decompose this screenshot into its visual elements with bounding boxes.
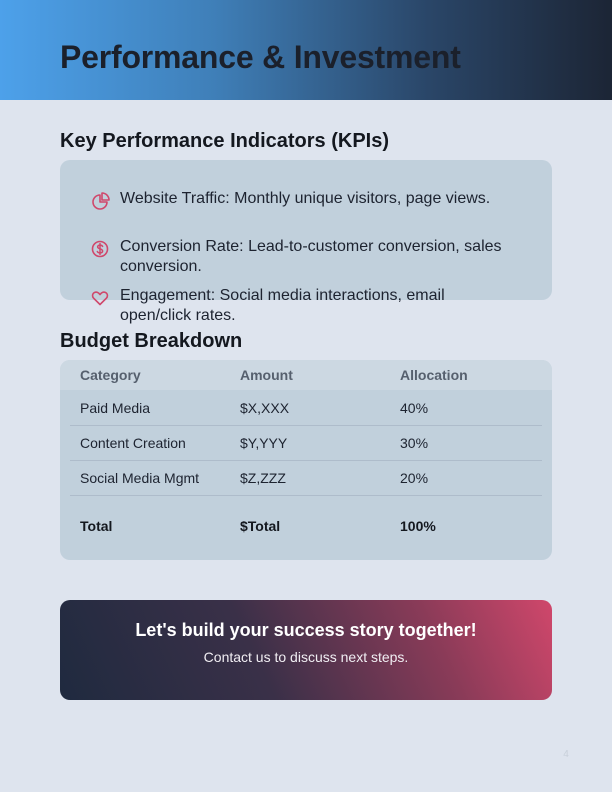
table-cell-allocation: 40% bbox=[400, 400, 429, 416]
dollar-circle-icon bbox=[90, 239, 110, 259]
kpi-item-conversion-rate: Conversion Rate: Lead-to-customer conver… bbox=[90, 237, 510, 276]
page-title: Performance & Investment bbox=[60, 39, 461, 75]
table-cell-allocation: 20% bbox=[400, 470, 429, 486]
table-header: Category Amount Allocation bbox=[60, 360, 552, 390]
kpi-item-engagement: Engagement: Social media interactions, e… bbox=[90, 286, 510, 325]
table-cell-amount: $X,XXX bbox=[240, 400, 290, 416]
kpi-item-text: Engagement: Social media interactions, e… bbox=[120, 287, 445, 324]
column-header-amount: Amount bbox=[240, 367, 293, 383]
kpi-section-title: Key Performance Indicators (KPIs) bbox=[60, 130, 389, 152]
table-cell-amount: $Y,YYY bbox=[240, 435, 288, 451]
total-allocation: 100% bbox=[400, 518, 436, 534]
table-cell-category: Paid Media bbox=[80, 400, 151, 416]
page-number: 4 bbox=[563, 749, 569, 760]
kpi-item-text: Website Traffic: Monthly unique visitors… bbox=[120, 190, 491, 207]
table-cell-category: Social Media Mgmt bbox=[80, 470, 200, 486]
heart-icon bbox=[90, 288, 110, 308]
total-label: Total bbox=[80, 518, 113, 534]
row-divider bbox=[70, 460, 542, 461]
total-amount: $Total bbox=[240, 518, 281, 534]
column-header-allocation: Allocation bbox=[400, 367, 468, 383]
cta-subtitle: Contact us to discuss next steps. bbox=[203, 649, 409, 665]
kpi-item-text: Conversion Rate: Lead-to-customer conver… bbox=[120, 238, 502, 275]
budget-table: Category Amount Allocation Paid Media $X… bbox=[60, 360, 552, 560]
pie-chart-icon bbox=[90, 191, 110, 211]
kpi-item-website-traffic: Website Traffic: Monthly unique visitors… bbox=[90, 189, 510, 211]
cta-title: Let's build your success story together! bbox=[135, 620, 477, 640]
table-cell-category: Content Creation bbox=[80, 435, 186, 451]
cta-banner: Let's build your success story together!… bbox=[60, 600, 552, 700]
table-cell-allocation: 30% bbox=[400, 435, 429, 451]
header-banner: Performance & Investment bbox=[0, 0, 612, 100]
row-divider bbox=[70, 425, 542, 426]
row-divider bbox=[70, 495, 542, 496]
table-cell-amount: $Z,ZZZ bbox=[240, 470, 286, 486]
kpi-card bbox=[60, 160, 552, 300]
budget-section-title: Budget Breakdown bbox=[60, 330, 243, 352]
column-header-category: Category bbox=[80, 367, 141, 383]
